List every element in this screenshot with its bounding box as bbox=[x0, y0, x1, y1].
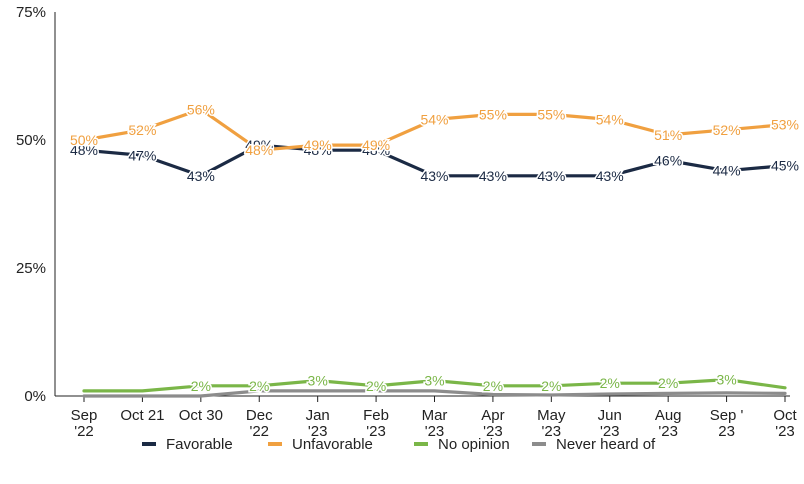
y-tick-label: 25% bbox=[16, 260, 46, 277]
data-label: 2% bbox=[249, 378, 269, 394]
x-tick-label: Dec '22 bbox=[246, 407, 273, 440]
legend: Favorable Unfavorable No opinion Never hear… bbox=[142, 436, 656, 453]
data-label: 50% bbox=[70, 132, 98, 148]
data-label: 48% bbox=[70, 142, 98, 158]
data-label: 2% bbox=[483, 378, 503, 394]
series-line-favorable bbox=[82, 143, 787, 178]
data-label: 2% bbox=[191, 378, 211, 394]
data-label: 54% bbox=[596, 112, 624, 128]
legend-label: Never heard of bbox=[556, 436, 656, 453]
data-label: 3% bbox=[424, 373, 444, 389]
x-tick-label: Sep '22 bbox=[71, 407, 98, 440]
y-tick-label: 50% bbox=[16, 132, 46, 149]
legend-swatch bbox=[268, 442, 282, 446]
x-tick-label: Oct '23 bbox=[773, 407, 797, 440]
data-label: 2% bbox=[541, 378, 561, 394]
x-tick-label: Sep ' 23 bbox=[710, 407, 744, 440]
x-tick-label: Jan '23 bbox=[306, 407, 330, 440]
data-label: 55% bbox=[479, 106, 507, 122]
data-label: 2% bbox=[658, 375, 678, 391]
legend-swatch bbox=[532, 442, 546, 446]
legend-swatch bbox=[414, 442, 428, 446]
y-axis-ticks: 0% 25% 50% 75% bbox=[16, 4, 46, 405]
series-lines bbox=[82, 107, 787, 398]
data-label: 44% bbox=[713, 163, 741, 179]
data-label: 45% bbox=[771, 158, 799, 174]
legend-swatch bbox=[142, 442, 156, 446]
data-label: 43% bbox=[596, 168, 624, 184]
x-tick-label: May '23 bbox=[537, 407, 566, 440]
data-label: 46% bbox=[654, 152, 682, 168]
data-label: 3% bbox=[308, 373, 328, 389]
series-line-never-heard-of bbox=[82, 389, 787, 398]
data-label: 54% bbox=[420, 112, 448, 128]
series-line-no-opinion bbox=[82, 378, 787, 393]
legend-label: No opinion bbox=[438, 436, 510, 453]
x-tick-label: Aug '23 bbox=[655, 407, 682, 440]
data-label: 2% bbox=[366, 378, 386, 394]
x-tick-label: Feb '23 bbox=[363, 407, 389, 440]
y-tick-label: 75% bbox=[16, 4, 46, 21]
data-label: 43% bbox=[479, 168, 507, 184]
series-line-unfavorable bbox=[82, 107, 787, 152]
data-label: 52% bbox=[713, 122, 741, 138]
data-label: 51% bbox=[654, 127, 682, 143]
data-label: 43% bbox=[537, 168, 565, 184]
data-label: 48% bbox=[245, 142, 273, 158]
data-label: 43% bbox=[187, 168, 215, 184]
x-tick-label: Apr '23 bbox=[481, 407, 504, 440]
legend-label: Favorable bbox=[166, 436, 233, 453]
data-label: 3% bbox=[716, 372, 736, 388]
x-tick-label: Jun '23 bbox=[598, 407, 622, 440]
x-tick-label: Oct 21 bbox=[120, 407, 164, 424]
data-label: 47% bbox=[128, 147, 156, 163]
data-label: 52% bbox=[128, 122, 156, 138]
data-label: 49% bbox=[362, 137, 390, 153]
y-tick-label: 0% bbox=[24, 388, 46, 405]
data-label: 55% bbox=[537, 106, 565, 122]
data-label: 48% bbox=[362, 142, 390, 158]
data-label: 49% bbox=[245, 137, 273, 153]
data-label: 53% bbox=[771, 117, 799, 133]
x-tick-label: Oct 30 bbox=[179, 407, 223, 424]
x-axis-ticks: Sep '22 Oct 21 Oct 30 Dec '22 Jan '23 Feb '23 Mar '… bbox=[71, 396, 797, 440]
data-label: 49% bbox=[304, 137, 332, 153]
data-labels: 2% 2% 3% 2% 3% 2% 2% 2% 2% 3%48% 47%43%49% 48% 48%43… bbox=[68, 100, 800, 395]
data-label: 56% bbox=[187, 101, 215, 117]
data-label: 48% bbox=[304, 142, 332, 158]
data-label: 43% bbox=[420, 168, 448, 184]
legend-label: Unfavorable bbox=[292, 436, 373, 453]
data-label: 2% bbox=[600, 375, 620, 391]
x-tick-label: Mar '23 bbox=[422, 407, 448, 440]
